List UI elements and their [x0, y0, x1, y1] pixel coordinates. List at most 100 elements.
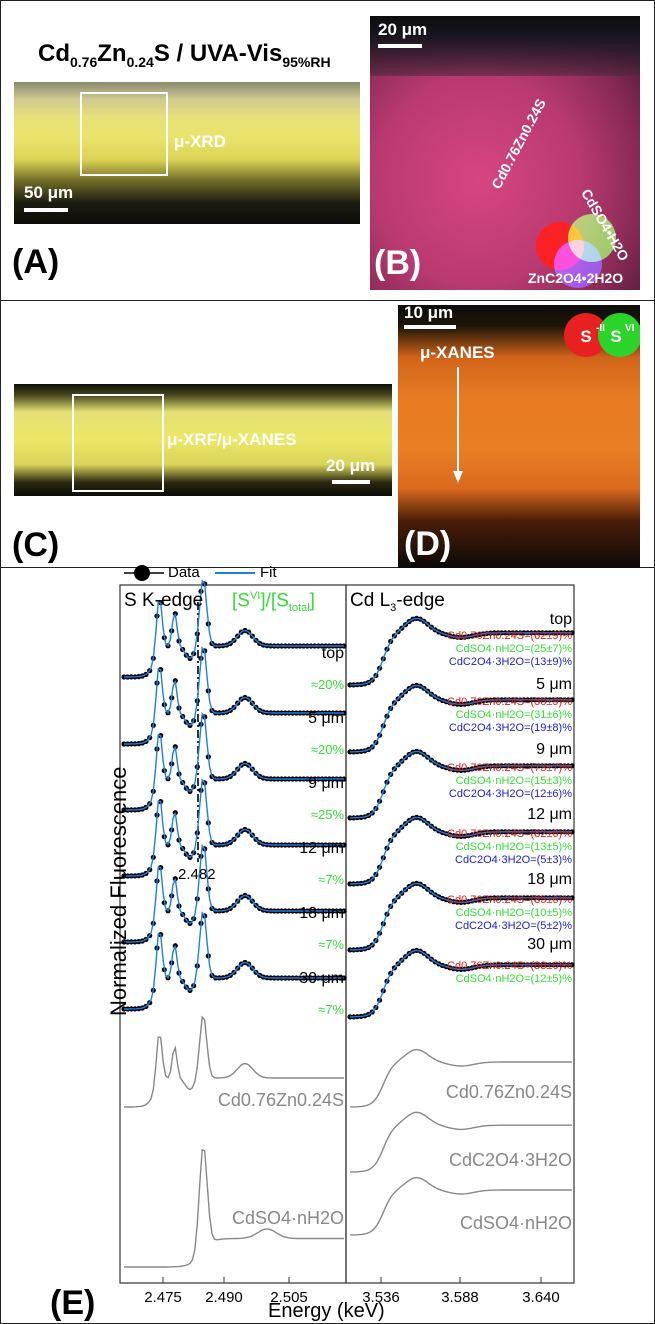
fit-cdso4-5: CdSO4·nH2O=(12±5)% — [455, 973, 572, 985]
rgb-legend-b — [536, 214, 616, 288]
dashline-label: 2.482 — [178, 866, 216, 883]
fit-cdc2o4-2: CdC2O4·3H2O=(12±6)% — [448, 788, 572, 800]
fit-cdc2o4-1: CdC2O4·3H2O=(19±8)% — [448, 722, 572, 734]
x-axis-label: Energy (keV) — [268, 1300, 385, 1322]
svg-text:-II: -II — [596, 323, 605, 334]
ref-right-cdzns — [350, 1048, 572, 1108]
mu-xrf-box — [72, 394, 164, 492]
cd-l3edge-fit-3 — [350, 816, 572, 885]
fit-cdzns-1: Cd0.76Zn0.24S=(50±9)% — [447, 696, 572, 708]
mu-xrd-box — [80, 92, 168, 176]
panel-a-micrograph: μ-XRD 50 μm — [14, 82, 360, 224]
depth-label-left-0: top — [321, 645, 344, 662]
ratio-label-5: ≈7% — [318, 1002, 344, 1017]
legend-marks — [124, 565, 255, 581]
cd-l3edge-fit-0 — [350, 617, 572, 686]
legend-znc2o4-b: ZnC2O4•2H2O — [528, 270, 624, 286]
cd-l3edge-fit-2 — [350, 750, 572, 819]
svg-text:VI: VI — [625, 323, 635, 334]
fit-cdso4-3: CdSO4·nH2O=(13±5)% — [455, 841, 572, 853]
spectra-figure: 2.475 2.490 2.505 3.536 3.588 3.640 — [119, 579, 575, 1306]
panel-a-title: Cd0.76Zn0.24S / UVA-Vis95%RH — [38, 40, 331, 70]
scale-bar-c — [332, 480, 370, 484]
panel-label-d: (D) — [404, 525, 452, 563]
panel-label-a: (A) — [12, 243, 60, 281]
depth-label-left-3: 12 μm — [299, 840, 344, 857]
ref-left-label-1: CdSO4·nH2O — [231, 1208, 344, 1228]
depth-label-right-1: 5 μm — [536, 676, 572, 693]
ratio-label-2: ≈25% — [310, 807, 344, 822]
legend-data-label: Data — [168, 564, 200, 581]
depth-label-right-4: 18 μm — [527, 871, 572, 888]
right-title: Cd L3-edge — [350, 590, 445, 614]
ratio-label-4: ≈7% — [318, 937, 344, 952]
ref-left-cdzns — [124, 1015, 344, 1108]
depth-label-right-0: top — [549, 611, 572, 628]
mu-xrd-label: μ-XRD — [174, 132, 226, 151]
mu-xanes-label: μ-XANES — [420, 343, 495, 362]
scale-text-a: 50 μm — [24, 183, 74, 202]
fit-cdzns-4: Cd0.76Zn0.24S=(85±6)% — [447, 894, 572, 906]
panel-label-b: (B) — [374, 244, 422, 282]
ref-right-label-0: Cd0.76Zn0.24S — [445, 1082, 572, 1102]
depth-label-left-2: 9 μm — [308, 775, 344, 792]
svg-text:S: S — [610, 327, 621, 346]
panel-label-e: (E) — [50, 1284, 96, 1322]
fit-cdc2o4-0: CdC2O4·3H2O=(13±9)% — [448, 656, 572, 668]
scale-bar-b — [378, 44, 422, 48]
scale-text-c: 20 μm — [326, 456, 376, 475]
fit-cdzns-3: Cd0.76Zn0.24S=(82±6)% — [447, 828, 572, 840]
depth-label-right-3: 12 μm — [527, 806, 572, 823]
cd-l3edge-fit-1 — [350, 684, 572, 753]
s-kedge-fit-4 — [124, 844, 344, 943]
scale-text-b: 20 μm — [378, 20, 428, 39]
depth-label-left-5: 30 μm — [299, 970, 344, 987]
y-axis-label: Normalized Fluorescence — [106, 766, 131, 1016]
depth-label-left-1: 5 μm — [308, 710, 344, 727]
s-kedge-fit-2 — [124, 712, 344, 811]
mu-xrf-label: μ-XRF/μ-XANES — [167, 430, 297, 449]
x-tick-label-4: 3.588 — [441, 1289, 479, 1306]
panel-label-c: (C) — [12, 526, 60, 564]
x-tick-label-2: 2.505 — [270, 1289, 308, 1306]
s-kedge-fit-5 — [124, 911, 344, 1010]
fit-cdc2o4-3: CdC2O4·3H2O=(5±3)% — [455, 854, 572, 866]
panel-d-map: 10 μm μ-XANES S -II S VI (D) — [398, 305, 640, 568]
xanes-arrow: S -II S VI — [453, 313, 640, 483]
scale-text-d: 10 μm — [404, 305, 454, 322]
s-kedge-fit-3 — [124, 778, 344, 877]
depth-label-left-4: 18 μm — [299, 905, 344, 922]
ratio-label-3: ≈7% — [318, 872, 344, 887]
scale-bar-a — [24, 208, 68, 212]
fit-cdso4-0: CdSO4·nH2O=(25±7)% — [455, 643, 572, 655]
fit-cdso4-4: CdSO4·nH2O=(10±5)% — [455, 907, 572, 919]
legend-fit-label: Fit — [260, 564, 277, 581]
ref-right-label-1: CdC2O4·3H2O — [448, 1150, 572, 1170]
x-tick-label-3: 3.536 — [362, 1289, 400, 1306]
scale-bar-d — [404, 325, 456, 329]
legend-data-marker — [134, 565, 150, 581]
left-title: S K-edge — [124, 590, 204, 611]
ref-left-label-0: Cd0.76Zn0.24S — [217, 1090, 344, 1110]
fit-cdso4-2: CdSO4·nH2O=(15±3)% — [455, 775, 572, 787]
fit-cdc2o4-4: CdC2O4·3H2O=(5±2)% — [455, 920, 572, 932]
panel-b-map: 20 μm Cd0.76Zn0.24S CdSO4•H2O ZnC2O4•2H2… — [370, 16, 640, 290]
fit-cdso4-1: CdSO4·nH2O=(31±6)% — [455, 709, 572, 721]
x-tick-label-0: 2.475 — [144, 1289, 182, 1306]
ref-right-cdc2o4 — [350, 1111, 572, 1173]
panel-c-micrograph: μ-XRF/μ-XANES 20 μm — [14, 384, 392, 496]
ref-right-cdso4 — [350, 1176, 572, 1236]
depth-label-right-5: 30 μm — [527, 936, 572, 953]
fit-cdzns-0: Cd0.76Zn0.24S=(62±9)% — [447, 630, 572, 642]
cd-l3edge-fit-5 — [350, 949, 572, 1018]
fit-cdzns-2: Cd0.76Zn0.24S=(73±7)% — [447, 762, 572, 774]
ratio-label-1: ≈20% — [310, 742, 344, 757]
s-kedge-fit-1 — [124, 646, 344, 745]
ratio-header: [SVI]/[Stotal] — [232, 590, 315, 615]
x-tick-label-1: 2.490 — [205, 1289, 243, 1306]
svg-text:S: S — [580, 327, 591, 346]
ref-left-cdso4 — [124, 1148, 344, 1268]
ratio-label-0: ≈20% — [310, 677, 344, 692]
fit-cdzns-5: Cd0.76Zn0.24S=(88±6)% — [447, 960, 572, 972]
x-tick-label-5: 3.640 — [522, 1289, 560, 1306]
